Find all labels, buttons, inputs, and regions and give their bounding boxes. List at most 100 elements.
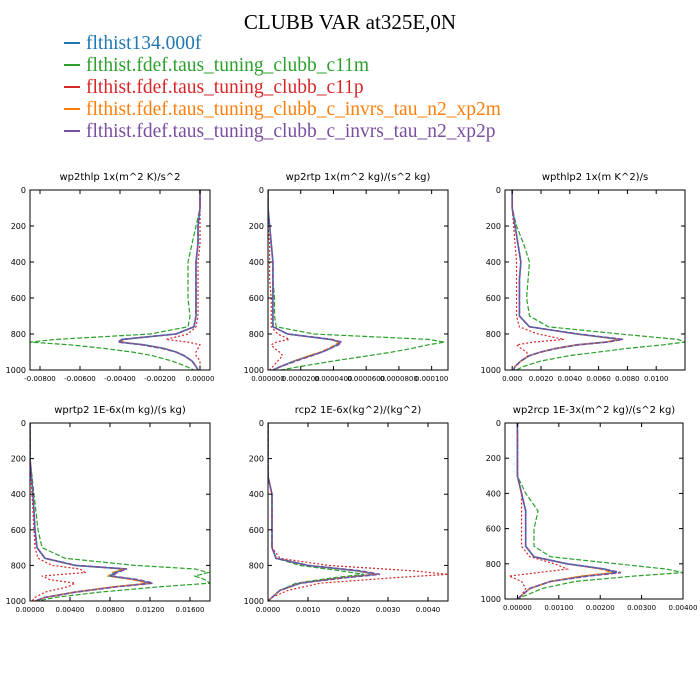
x-tick-label: 0.00000 bbox=[186, 375, 215, 383]
legend-item: flthist134.000f bbox=[64, 33, 501, 55]
x-tick-label: 0.0010 bbox=[296, 606, 321, 614]
y-tick-label: 600 bbox=[249, 294, 264, 303]
series-line bbox=[516, 423, 617, 599]
x-tick-label: 0.01200 bbox=[136, 606, 165, 614]
series-line bbox=[30, 190, 201, 370]
chart-panel: rcp2 1E-6x(kg^2)/(kg^2) 0 200 400 600 800 1000… bbox=[244, 405, 449, 614]
x-tick-label: -0.00400 bbox=[104, 375, 135, 383]
y-tick-label: 200 bbox=[486, 222, 501, 231]
chart-title: wp2rcp 1E-3x(m^2 kg)/(s^2 kg) bbox=[513, 405, 676, 416]
y-tick-label: 600 bbox=[11, 526, 26, 535]
x-tick-label: 0.0000 bbox=[256, 606, 281, 614]
plot-frame bbox=[267, 189, 449, 371]
x-tick-label: 0.0040 bbox=[416, 606, 441, 614]
chart-panel: wpthlp2 1x(m K^2)/s020040060080010000.00… bbox=[481, 172, 686, 383]
series-line bbox=[30, 423, 151, 601]
y-tick-label: 1000 bbox=[481, 366, 501, 375]
legend-item: flthist.fdef.taus_tuning_clubb_c11m bbox=[64, 55, 501, 77]
y-tick-label: 600 bbox=[249, 526, 264, 535]
chart-title: rcp2 1E-6x(kg^2)/(kg^2) bbox=[295, 405, 422, 416]
y-tick-label: 600 bbox=[486, 525, 501, 534]
y-tick-label: 200 bbox=[11, 455, 26, 464]
plot-frame bbox=[504, 189, 686, 371]
series-line bbox=[268, 423, 365, 601]
series-line bbox=[516, 423, 613, 599]
legend-label: flthist.fdef.taus_tuning_clubb_c_invrs_t… bbox=[86, 121, 496, 142]
series-line bbox=[268, 190, 340, 370]
series-line bbox=[115, 190, 201, 370]
y-tick-label: 800 bbox=[249, 330, 264, 339]
x-tick-label: 0.00400 bbox=[56, 606, 85, 614]
series-line bbox=[268, 423, 377, 601]
x-tick-label: 0.0000200 bbox=[282, 375, 320, 383]
page-title: CLUBB VAR at325E,0N bbox=[243, 10, 457, 34]
x-tick-label: 0.000 bbox=[502, 375, 522, 383]
y-tick-label: 400 bbox=[249, 258, 264, 267]
series-line bbox=[165, 190, 201, 370]
y-tick-label: 1000 bbox=[6, 597, 26, 606]
chart-title: wprtp2 1E-6x(m kg)/(s kg) bbox=[54, 405, 186, 416]
plot-frame bbox=[29, 422, 211, 602]
y-tick-label: 200 bbox=[11, 222, 26, 231]
x-tick-label: 0.0060 bbox=[586, 375, 611, 383]
series-line bbox=[268, 190, 445, 370]
legend-label: flthist.fdef.taus_tuning_clubb_c11m bbox=[86, 55, 370, 76]
series-line bbox=[516, 423, 683, 599]
legend-swatch bbox=[64, 85, 80, 88]
series-line bbox=[511, 190, 624, 370]
legend: flthist134.000f flthist.fdef.taus_tuning… bbox=[64, 33, 501, 143]
x-tick-label: -0.00800 bbox=[24, 375, 55, 383]
y-tick-label: 1000 bbox=[481, 595, 501, 604]
series-line bbox=[268, 190, 344, 370]
x-tick-label: 0.00100 bbox=[544, 604, 573, 612]
legend-swatch bbox=[64, 107, 80, 110]
y-tick-label: 600 bbox=[486, 294, 501, 303]
chart-panel: wp2rcp 1E-3x(m^2 kg)/(s^2 kg) 0 200 400 600 8… bbox=[481, 405, 698, 612]
x-tick-label: -0.00600 bbox=[64, 375, 95, 383]
y-tick-label: 200 bbox=[249, 222, 264, 231]
series-line bbox=[506, 423, 570, 599]
y-tick-label: 1000 bbox=[244, 597, 264, 606]
x-tick-label: 0.00300 bbox=[627, 604, 656, 612]
y-tick-label: 800 bbox=[249, 561, 264, 570]
legend-swatch bbox=[64, 129, 80, 132]
chart-panel: wp2rtp 1x(m^2 kg)/(s^2 kg) 0 200 400 600 800 1… bbox=[244, 172, 449, 383]
legend-label: flthist134.000f bbox=[86, 33, 202, 54]
y-tick-label: 800 bbox=[11, 330, 26, 339]
series-line bbox=[268, 190, 292, 370]
series-line bbox=[268, 423, 448, 601]
y-tick-label: 0 bbox=[259, 186, 264, 195]
y-tick-label: 400 bbox=[11, 258, 26, 267]
x-tick-label: 0.000100 bbox=[415, 375, 448, 383]
series-line bbox=[30, 423, 210, 601]
x-tick-label: 0.0020 bbox=[336, 606, 361, 614]
chart-title: wpthlp2 1x(m K^2)/s bbox=[542, 172, 648, 183]
series-line bbox=[268, 423, 381, 601]
legend-item: flthist.fdef.taus_tuning_clubb_c_invrs_t… bbox=[64, 99, 501, 121]
x-tick-label: 0.0040 bbox=[558, 375, 583, 383]
y-tick-label: 800 bbox=[11, 561, 26, 570]
series-line bbox=[30, 423, 149, 601]
x-tick-label: 0.0000400 bbox=[315, 375, 353, 383]
legend-item: flthist.fdef.taus_tuning_clubb_c11p bbox=[64, 77, 501, 99]
series-line bbox=[30, 423, 87, 601]
x-tick-label: 0.01600 bbox=[176, 606, 205, 614]
x-tick-label: 0.0100 bbox=[644, 375, 669, 383]
y-tick-label: 400 bbox=[486, 489, 501, 498]
chart-panel: wp2thlp 1x(m^2 K)/s^202004006008001000-0… bbox=[6, 172, 215, 383]
y-tick-label: 0 bbox=[259, 419, 264, 428]
plot-frame bbox=[267, 422, 449, 602]
y-tick-label: 400 bbox=[249, 490, 264, 499]
chart-panel: wprtp2 1E-6x(m kg)/(s kg) 0 200 400 600 800 10… bbox=[6, 405, 211, 614]
x-tick-label: -0.00200 bbox=[144, 375, 175, 383]
legend-item: flthist.fdef.taus_tuning_clubb_c_invrs_t… bbox=[64, 121, 501, 143]
series-line bbox=[268, 423, 377, 601]
x-tick-label: 0.00400 bbox=[669, 604, 698, 612]
y-tick-label: 400 bbox=[11, 490, 26, 499]
x-tick-label: 0.0030 bbox=[376, 606, 401, 614]
legend-label: flthist.fdef.taus_tuning_clubb_c_invrs_t… bbox=[86, 99, 501, 120]
x-tick-label: 0.0000600 bbox=[347, 375, 385, 383]
y-tick-label: 600 bbox=[11, 294, 26, 303]
chart-title: wp2rtp 1x(m^2 kg)/(s^2 kg) bbox=[286, 172, 431, 183]
